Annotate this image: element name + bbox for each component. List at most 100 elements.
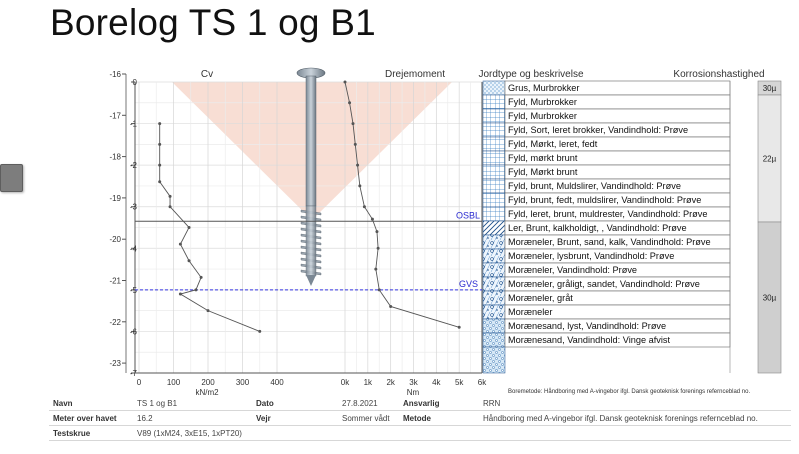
elevation-tick-label: -16 (109, 70, 121, 79)
elevation-tick-label: -18 (109, 153, 121, 162)
cv-unit-label: kN/m2 (195, 388, 219, 396)
torque-point (356, 163, 360, 167)
screw-core (305, 205, 317, 277)
vejr-value: Sommer vådt (338, 410, 399, 426)
elevation-tick-label: -17 (109, 111, 121, 120)
elevation-tick-label: -21 (109, 277, 121, 286)
soil-symbol (482, 178, 506, 194)
soil-description: Moræneler, Brunt, sand, kalk, Vandindhol… (508, 237, 711, 247)
torque-point (377, 288, 381, 292)
soil-description: Fyld, Mørkt brunt (508, 167, 578, 177)
dato-value: 27.8.2021 (338, 396, 399, 411)
soil-description: Moræneler, gråligt, sandet, Vandindhold:… (508, 279, 700, 289)
soil-symbol (482, 318, 506, 334)
cv-series (158, 122, 262, 333)
cv-point (168, 194, 172, 198)
depth-tick-label: -7 (130, 369, 138, 378)
info-row: Meter over havet 16.2 Vejr Sommer vådt M… (49, 410, 791, 426)
torque-point (358, 184, 362, 188)
test-screw-graphic (296, 67, 326, 286)
cv-point (178, 292, 182, 296)
soil-symbol (482, 346, 506, 374)
soil-symbol (482, 94, 506, 110)
info-table: Navn TS 1 og B1 Dato 27.8.2021 Ansvarlig… (49, 396, 791, 441)
metode-label: Metode (399, 410, 479, 426)
depth-tick-label: -1 (130, 120, 138, 129)
osbl-label: OSBL (456, 210, 480, 220)
soil-symbol (482, 150, 506, 166)
soil-symbol (482, 80, 506, 96)
depth-tick-label: -3 (130, 203, 138, 212)
torque-point (343, 80, 347, 84)
corrosion-column: 30µ 22µ 30µ (729, 80, 782, 374)
soil-symbol (482, 220, 506, 236)
moh-value: 16.2 (133, 410, 252, 426)
column-title-corrosion: Korrosionshastighed (673, 69, 764, 80)
vejr-label: Vejr (252, 410, 338, 426)
soil-description: Moræneler, gråt (508, 293, 573, 303)
soil-symbol (482, 164, 506, 180)
torque-tick-label: 5k (455, 378, 464, 387)
soil-symbol (482, 332, 506, 348)
torque-unit-label: Nm (407, 388, 420, 396)
soil-symbol (482, 276, 506, 292)
bore-method-note: Boremetode: Håndboring med A-vingebor if… (508, 388, 750, 395)
torque-point (457, 325, 461, 329)
corrosion-label: 30µ (763, 294, 777, 303)
soil-symbol (482, 290, 506, 306)
navn-label: Navn (49, 396, 133, 411)
empty-cell (338, 425, 399, 441)
soil-description: Fyld, brunt, fedt, muldslirer, Vandindho… (508, 195, 701, 205)
ansvarlig-label: Ansvarlig (399, 396, 479, 411)
depth-tick-label: -4 (130, 244, 138, 253)
torque-point (353, 142, 357, 146)
navn-value: TS 1 og B1 (133, 396, 252, 411)
cv-point (158, 163, 162, 167)
column-title-torque: Drejemoment (385, 69, 445, 80)
torque-point (375, 230, 379, 234)
cv-point (194, 288, 198, 292)
corrosion-zone (757, 221, 782, 374)
cv-point (199, 275, 203, 279)
cv-point (158, 142, 162, 146)
torque-point (370, 217, 374, 221)
soil-description: Fyld, Sort, leret brokker, Vandindhold: … (508, 125, 688, 135)
cv-point (158, 122, 162, 126)
torque-tick-label: 6k (478, 378, 487, 387)
torque-tick-label: 1k (364, 378, 373, 387)
metode-value: Håndboring med A-vingebor ifgl. Dansk ge… (479, 410, 791, 426)
torque-series (343, 80, 461, 329)
elevation-tick-label: -20 (109, 235, 121, 244)
torque-point (389, 304, 393, 308)
soil-symbol (482, 122, 506, 138)
soil-description: Fyld, Mørkt, leret, fedt (508, 139, 598, 149)
soil-description: Moræneler, Vandindhold: Prøve (508, 265, 637, 275)
cv-tick-label: 100 (167, 378, 181, 387)
soil-description: Grus, Murbrokker (508, 83, 579, 93)
cv-tick-label: 400 (270, 378, 284, 387)
page-title: Borelog TS 1 og B1 (50, 2, 376, 43)
dato-label: Dato (252, 396, 338, 411)
moh-label: Meter over havet (49, 410, 133, 426)
soil-description: Morænesand, Vandindhold: Vinge afvist (508, 335, 671, 345)
empty-cell (252, 425, 338, 441)
soil-symbol (482, 304, 506, 320)
info-row: Navn TS 1 og B1 Dato 27.8.2021 Ansvarlig… (49, 396, 791, 411)
soil-description: Fyld, Murbrokker (508, 97, 577, 107)
soil-symbol (482, 136, 506, 152)
torque-tick-label: 2k (386, 378, 395, 387)
soil-description: Fyld, Murbrokker (508, 111, 577, 121)
cv-point (187, 226, 191, 229)
torque-tick-label: 4k (432, 378, 441, 387)
depth-tick-label: -6 (130, 327, 138, 336)
side-panel-handle[interactable] (0, 164, 23, 192)
cv-line (159, 123, 260, 332)
cv-point (206, 309, 210, 313)
torque-point (362, 205, 366, 209)
cv-point (178, 242, 182, 246)
soil-symbol (482, 262, 506, 278)
borelog-chart: -16-17-18-19-20-21-22-230-1-2-3-4-5-6-70… (109, 67, 782, 396)
gvs-label: GVS (459, 279, 478, 289)
corrosion-label: 22µ (763, 155, 777, 164)
testskrue-label: Testskrue (49, 425, 133, 441)
